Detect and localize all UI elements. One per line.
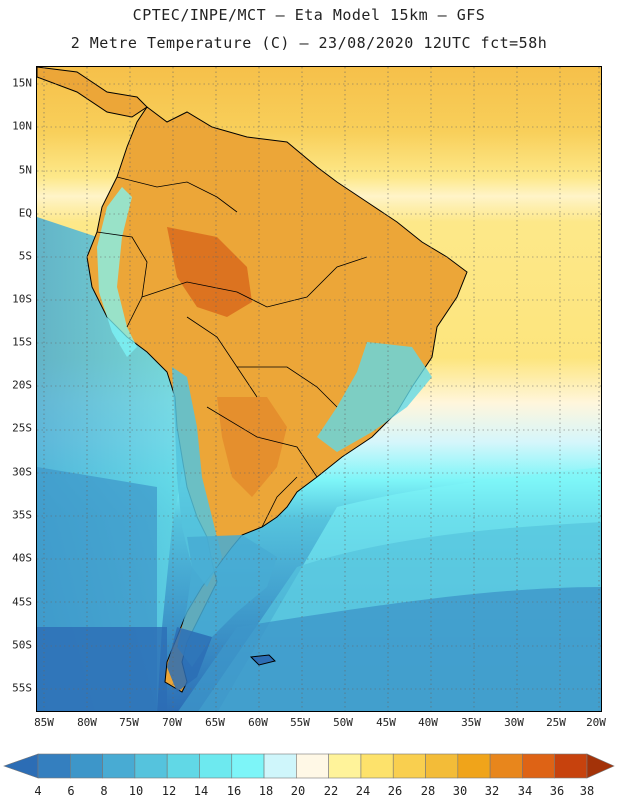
colorbar-tick-26: 26 <box>387 784 403 798</box>
graticule <box>37 67 601 711</box>
lon-label-40w: 40W <box>418 716 438 729</box>
lat-label-35s: 35S <box>12 508 32 522</box>
lat-label-55s: 55S <box>12 681 32 695</box>
colorbar-tick-6: 6 <box>67 784 75 798</box>
colorbar-swatch <box>231 753 265 779</box>
lon-label-50w: 50W <box>333 716 353 729</box>
lat-label-30s: 30S <box>12 465 32 479</box>
colorbar-swatch <box>489 753 523 779</box>
lon-label-55w: 55W <box>290 716 310 729</box>
colorbar-swatch <box>392 753 426 779</box>
country-borders <box>96 176 368 528</box>
colorbar-tick-32: 32 <box>484 784 500 798</box>
colorbar-tick-8: 8 <box>100 784 108 798</box>
lon-label-75w: 75W <box>119 716 139 729</box>
colorbar-tick-10: 10 <box>128 784 144 798</box>
colorbar-tick-4: 4 <box>34 784 42 798</box>
colorbar-arrow-low <box>3 753 39 779</box>
lat-label-50s: 50S <box>12 638 32 652</box>
colorbar-tick-30: 30 <box>452 784 468 798</box>
colorbar-swatch <box>37 753 71 779</box>
colorbar-swatch <box>102 753 136 779</box>
colorbar-swatch <box>166 753 200 779</box>
colorbar-swatch <box>457 753 491 779</box>
colorbar-swatch <box>522 753 556 779</box>
lon-label-70w: 70W <box>162 716 182 729</box>
colorbar-swatch <box>134 753 168 779</box>
colorbar-swatch <box>554 753 588 779</box>
lat-label-20s: 20S <box>12 378 32 392</box>
colorbar-arrow-high <box>586 753 615 779</box>
colorbar-tick-20: 20 <box>290 784 306 798</box>
lat-label-10n: 10N <box>12 119 32 133</box>
lon-label-25w: 25W <box>546 716 566 729</box>
colorbar-tick-36: 36 <box>549 784 565 798</box>
colorbar-tick-34: 34 <box>517 784 533 798</box>
lon-label-85w: 85W <box>34 716 54 729</box>
colorbar-tick-12: 12 <box>161 784 177 798</box>
lat-label-15n: 15N <box>12 76 32 90</box>
colorbar-tick-18: 18 <box>258 784 274 798</box>
lat-label-5s: 5S <box>18 249 32 263</box>
lat-label-45s: 45S <box>12 595 32 609</box>
colorbar-swatch <box>69 753 103 779</box>
colorbar-tick-28: 28 <box>420 784 436 798</box>
colorbar-swatch <box>296 753 329 779</box>
lat-label-10s: 10S <box>12 292 32 306</box>
lon-label-45w: 45W <box>376 716 396 729</box>
chart-title-line2: 2 Metre Temperature (C) – 23/08/2020 12U… <box>70 34 548 52</box>
lat-label-5n: 5N <box>18 163 32 177</box>
lon-label-35w: 35W <box>461 716 481 729</box>
colorbar-tick-14: 14 <box>193 784 209 798</box>
colorbar-tick-22: 22 <box>323 784 339 798</box>
colorbar-swatch <box>360 753 394 779</box>
colorbar-tick-38: 38 <box>579 784 595 798</box>
colorbar-swatch <box>263 753 297 779</box>
lon-label-30w: 30W <box>504 716 524 729</box>
color-legend-bar <box>3 753 615 779</box>
colorbar-tick-24: 24 <box>355 784 371 798</box>
lon-label-20w: 20W <box>586 716 606 729</box>
lat-label-15s: 15S <box>12 335 32 349</box>
colorbar-tick-16: 16 <box>226 784 242 798</box>
colorbar-swatch <box>328 753 362 779</box>
temperature-map <box>36 66 602 712</box>
colorbar-swatch <box>425 753 459 779</box>
lon-label-80w: 80W <box>77 716 97 729</box>
lon-label-65w: 65W <box>205 716 225 729</box>
map-canvas <box>37 67 601 711</box>
lon-label-60w: 60W <box>248 716 268 729</box>
chart-title-line1: CPTEC/INPE/MCT – Eta Model 15km – GFS <box>132 6 486 24</box>
colorbar-swatch <box>199 753 233 779</box>
lat-label-eq: EQ <box>18 206 32 220</box>
lat-label-25s: 25S <box>12 421 32 435</box>
lat-label-40s: 40S <box>12 551 32 565</box>
